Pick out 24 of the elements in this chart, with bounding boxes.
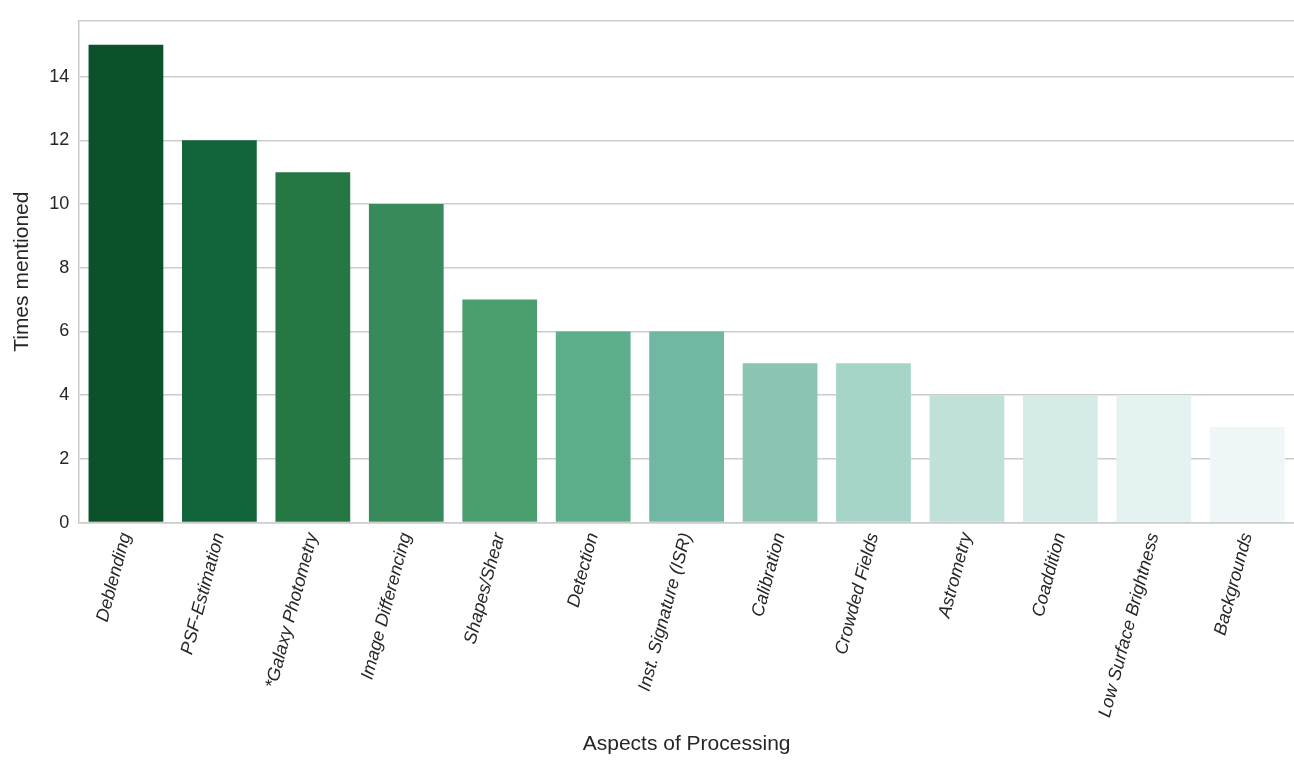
y-axis-title: Times mentioned xyxy=(9,191,33,352)
bar xyxy=(742,363,818,522)
bar xyxy=(462,299,538,522)
y-tick-label: 6 xyxy=(59,320,70,341)
y-tick-label: 2 xyxy=(59,447,70,468)
y-tick-label: 12 xyxy=(49,129,70,150)
x-axis-title: Aspects of Processing xyxy=(582,731,791,755)
x-tick-label: Crowded Fields xyxy=(830,530,883,657)
bar xyxy=(1209,427,1285,522)
bar xyxy=(88,44,164,522)
y-tick-label: 10 xyxy=(49,192,70,213)
y-tick-label: 0 xyxy=(59,511,70,532)
bar xyxy=(1023,395,1098,522)
bar xyxy=(368,203,444,522)
bar xyxy=(555,331,631,522)
bar xyxy=(649,331,724,522)
bar xyxy=(836,363,911,522)
bar xyxy=(1116,395,1192,522)
y-tick-label: 4 xyxy=(59,384,70,405)
bar xyxy=(275,172,351,522)
y-tick-label: 8 xyxy=(59,256,70,277)
bar xyxy=(929,395,1005,522)
bar xyxy=(182,140,257,522)
y-tick-label: 14 xyxy=(49,65,70,86)
